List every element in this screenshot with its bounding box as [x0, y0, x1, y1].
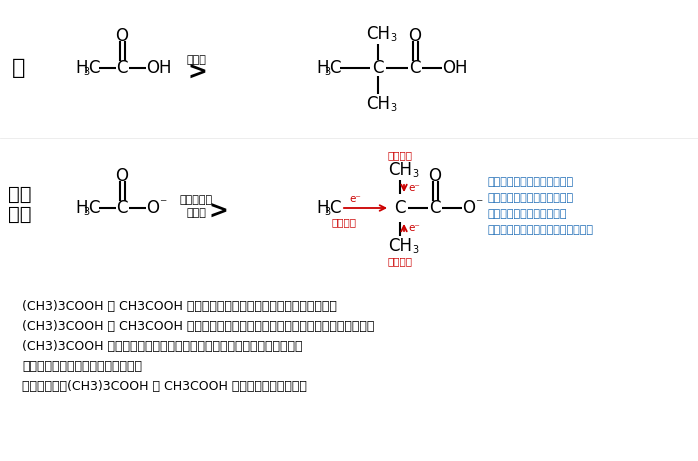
Text: 塗基: 塗基 — [8, 205, 31, 224]
Text: C: C — [329, 199, 341, 217]
Text: 共役: 共役 — [8, 184, 31, 203]
Text: C: C — [429, 199, 440, 217]
Text: e⁻: e⁻ — [349, 194, 361, 204]
Text: C: C — [409, 59, 420, 77]
Text: アルキル基の電子供与により: アルキル基の電子供与により — [488, 177, 574, 187]
Text: 3: 3 — [390, 33, 396, 43]
Text: H: H — [316, 59, 329, 77]
Text: H: H — [75, 59, 87, 77]
Text: (CH3)3COOH は CH3COOH よりアルキル基の電子供与効果が相対的に大きいため、: (CH3)3COOH は CH3COOH よりアルキル基の電子供与効果が相対的に… — [22, 319, 374, 332]
Text: C: C — [116, 199, 128, 217]
Text: O: O — [115, 167, 128, 185]
Text: C: C — [88, 59, 100, 77]
Text: O: O — [146, 199, 159, 217]
Text: 3: 3 — [83, 67, 89, 77]
Text: H: H — [75, 199, 87, 217]
Text: e⁻: e⁻ — [408, 183, 420, 193]
Text: O: O — [115, 27, 128, 45]
Text: の度合いは相対的に低く、: の度合いは相対的に低く、 — [488, 209, 567, 219]
Text: CH: CH — [366, 25, 390, 43]
Text: C: C — [116, 59, 128, 77]
Text: 酸性度: 酸性度 — [186, 55, 206, 65]
Text: e⁻: e⁻ — [408, 223, 420, 233]
Text: 3: 3 — [324, 207, 330, 217]
Text: 共役塗基の負電荷の非局在化: 共役塗基の負電荷の非局在化 — [488, 193, 574, 203]
Text: O: O — [462, 199, 475, 217]
Text: CH: CH — [366, 95, 390, 113]
Text: CH: CH — [388, 237, 412, 255]
Text: 共役塗基の: 共役塗基の — [179, 195, 213, 205]
Text: 3: 3 — [390, 103, 396, 113]
Text: 3: 3 — [83, 207, 89, 217]
Text: 3: 3 — [324, 67, 330, 77]
Text: 共役塗基の安定性は相対的に低い。: 共役塗基の安定性は相対的に低い。 — [22, 360, 142, 372]
Text: 電子供与: 電子供与 — [387, 150, 413, 160]
Text: >: > — [187, 61, 207, 85]
Text: >: > — [208, 200, 228, 224]
Text: ⁻: ⁻ — [475, 197, 482, 211]
Text: 安定性: 安定性 — [186, 208, 206, 218]
Text: C: C — [372, 59, 384, 77]
Text: 共役塗基の安定性は相対的に低い。: 共役塗基の安定性は相対的に低い。 — [488, 225, 594, 235]
Text: H: H — [316, 199, 329, 217]
Text: C: C — [88, 199, 100, 217]
Text: したがって、(CH3)3COOH は CH3COOH よりも酸性度は弱い。: したがって、(CH3)3COOH は CH3COOH よりも酸性度は弱い。 — [22, 379, 307, 392]
Text: CH: CH — [388, 161, 412, 179]
Text: C: C — [394, 199, 406, 217]
Text: 酸: 酸 — [12, 58, 25, 78]
Text: ⁻: ⁻ — [159, 197, 166, 211]
Text: O: O — [408, 27, 422, 45]
Text: C: C — [329, 59, 341, 77]
Text: 電子供与: 電子供与 — [332, 217, 357, 227]
Text: 電子供与: 電子供与 — [387, 256, 413, 266]
Text: OH: OH — [146, 59, 172, 77]
Text: (CH3)3COOH は共役塗基の負電荷の非局在化の度合いが相対的に低く、: (CH3)3COOH は共役塗基の負電荷の非局在化の度合いが相対的に低く、 — [22, 339, 302, 353]
Text: OH: OH — [442, 59, 468, 77]
Text: (CH3)3COOH は CH3COOH にメチル基が３つ置換したものと捉えると、: (CH3)3COOH は CH3COOH にメチル基が３つ置換したものと捉えると… — [22, 300, 337, 313]
Text: 3: 3 — [412, 169, 418, 179]
Text: O: O — [429, 167, 442, 185]
Text: 3: 3 — [412, 245, 418, 255]
